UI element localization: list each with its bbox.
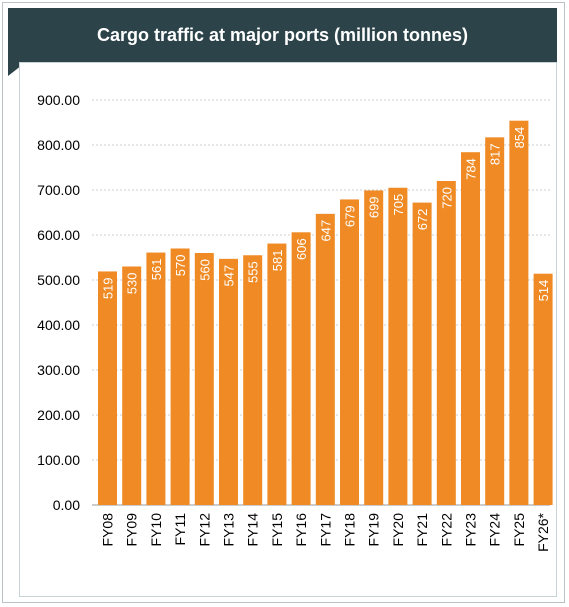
bar xyxy=(436,181,456,505)
chart-title: Cargo traffic at major ports (million to… xyxy=(96,24,469,45)
bar-value-label: 720 xyxy=(439,187,454,209)
bar xyxy=(533,273,553,505)
bar xyxy=(291,232,311,506)
x-tick-label: FY21 xyxy=(414,513,430,547)
bar xyxy=(98,271,117,505)
bar-value-label: 519 xyxy=(101,277,116,299)
bar xyxy=(146,252,166,505)
bar-value-label: 784 xyxy=(464,158,479,180)
x-tick-label: FY10 xyxy=(148,513,164,547)
x-tick-label: FY08 xyxy=(100,513,116,547)
y-tick-label: 300.00 xyxy=(37,362,80,378)
x-tick-label: FY19 xyxy=(366,513,382,547)
bars: 519 530 561 570 560 547 555 581 606 647 679 699 705 6… xyxy=(98,120,553,506)
bar xyxy=(122,266,142,505)
x-tick-label: FY15 xyxy=(269,513,285,547)
y-tick-label: 0.00 xyxy=(53,497,80,513)
bar xyxy=(315,213,335,505)
bar-value-label: 581 xyxy=(270,250,285,272)
bar-value-label: 679 xyxy=(343,205,358,227)
x-tick-label: FY20 xyxy=(390,513,406,547)
x-tick-label: FY12 xyxy=(196,513,212,547)
bar xyxy=(340,199,359,505)
bar xyxy=(485,137,505,505)
bar-value-label: 560 xyxy=(197,259,212,281)
y-tick-label: 700.00 xyxy=(37,182,80,198)
y-tick-label: 800.00 xyxy=(37,137,80,153)
x-axis: FY08 FY09 FY10 FY11 FY12 FY13 FY14 FY15 FY16 FY17… xyxy=(100,512,552,551)
x-tick-label: FY16 xyxy=(293,513,309,547)
x-tick-label: FY23 xyxy=(463,513,479,547)
bar-value-label: 705 xyxy=(391,194,406,216)
bar-value-label: 547 xyxy=(222,265,237,287)
bar xyxy=(364,190,384,505)
bar xyxy=(267,243,287,506)
y-tick-label: 100.00 xyxy=(37,452,80,468)
x-tick-label: FY26* xyxy=(535,512,551,551)
y-tick-label: 400.00 xyxy=(37,317,80,333)
bar-value-label: 854 xyxy=(512,127,527,149)
x-tick-label: FY18 xyxy=(342,513,358,547)
x-tick-label: FY11 xyxy=(172,513,188,546)
y-tick-label: 900.00 xyxy=(37,92,80,108)
bar xyxy=(388,187,408,505)
bar-value-label: 647 xyxy=(318,220,333,242)
y-axis: 0.00 100.00 200.00 300.00 400.00 500.00 600.00… xyxy=(37,92,80,513)
x-tick-label: FY17 xyxy=(317,513,333,547)
bar xyxy=(219,258,238,505)
y-tick-label: 500.00 xyxy=(37,272,80,288)
x-tick-label: FY22 xyxy=(438,513,454,547)
x-tick-label: FY13 xyxy=(221,513,237,547)
bar xyxy=(509,120,529,505)
bar xyxy=(243,255,263,505)
bar-value-label: 530 xyxy=(125,273,140,295)
chart-title-bar: Cargo traffic at major ports (million to… xyxy=(8,8,557,62)
bar xyxy=(194,253,214,505)
bar-value-label: 699 xyxy=(367,196,382,218)
x-tick-label: FY24 xyxy=(487,513,503,547)
bar xyxy=(412,202,432,505)
bar-value-label: 672 xyxy=(415,209,430,231)
bar-value-label: 817 xyxy=(488,143,503,165)
bar-value-label: 561 xyxy=(149,259,164,281)
bar xyxy=(170,248,190,505)
bar xyxy=(461,152,480,505)
x-tick-label: FY14 xyxy=(245,513,261,547)
bar-value-label: 606 xyxy=(294,238,309,260)
x-tick-label: FY25 xyxy=(511,513,527,547)
bar-value-label: 570 xyxy=(173,255,188,277)
y-tick-label: 200.00 xyxy=(37,407,80,423)
bar-value-label: 555 xyxy=(246,261,261,283)
bar-value-label: 514 xyxy=(536,280,551,302)
x-tick-label: FY09 xyxy=(124,513,140,547)
y-tick-label: 600.00 xyxy=(37,227,80,243)
